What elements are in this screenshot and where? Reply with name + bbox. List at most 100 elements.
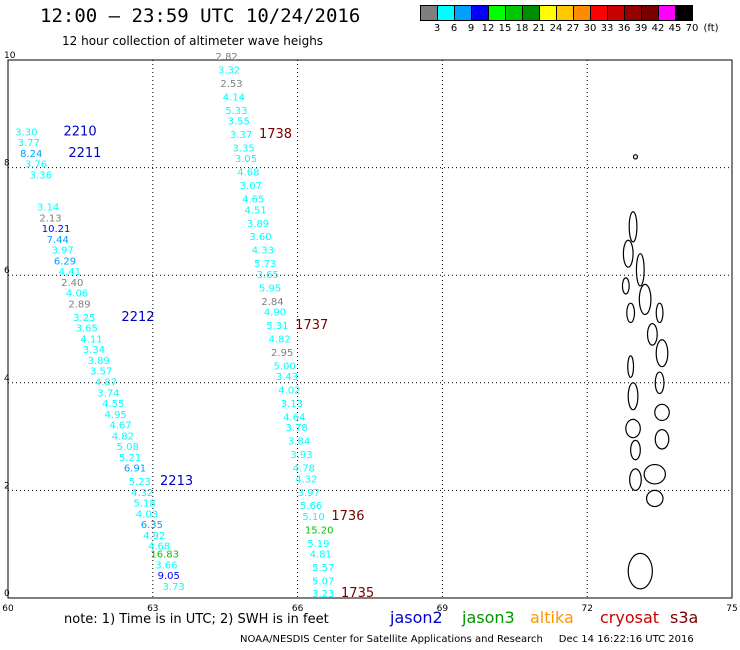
- legend-swatch-3: [420, 5, 437, 21]
- wave-height-label: 2.40: [61, 278, 83, 289]
- wave-height-label: 5.08: [117, 442, 139, 453]
- map-title: 12:00 – 23:59 UTC 10/24/2016: [40, 5, 361, 27]
- legend-label-33: 33: [600, 23, 614, 34]
- wave-height-label: 4.41: [59, 267, 81, 278]
- wave-height-label: 7.44: [47, 235, 69, 246]
- island-outline: [643, 463, 666, 485]
- wave-height-label: 3.93: [290, 450, 312, 461]
- wave-height-label: 5.33: [225, 106, 247, 117]
- legend-label-6: 6: [450, 23, 458, 34]
- wave-height-label: 4.32: [131, 488, 153, 499]
- wave-height-label: 4.92: [143, 531, 165, 542]
- wave-height-label: 3.78: [286, 423, 308, 434]
- footer-note: note: 1) Time is in UTC; 2) SWH is in fe…: [64, 612, 329, 627]
- wave-height-label: 3.76: [25, 160, 47, 171]
- wave-height-label: 4.95: [105, 410, 127, 421]
- island-outline: [630, 439, 641, 461]
- wave-height-label: 6.35: [141, 520, 163, 531]
- wave-height-label: 3.77: [18, 138, 40, 149]
- legend-label-70: 70: [685, 23, 699, 34]
- wave-height-label: 3.66: [155, 560, 177, 571]
- wave-height-label: 6.91: [124, 464, 146, 475]
- wave-height-label: 3.97: [51, 246, 73, 257]
- wave-height-label: 5.73: [254, 259, 276, 270]
- island-outline: [625, 418, 641, 439]
- legend-swatch-39: [624, 5, 641, 21]
- pass-time-label: 2211: [68, 146, 101, 161]
- legend-label-21: 21: [532, 23, 546, 34]
- legend-unit: (ft): [703, 23, 719, 34]
- pass-time-label: 1738: [259, 127, 292, 142]
- wave-height-label: 3.65: [257, 270, 279, 281]
- legend-swatch-27: [556, 5, 573, 21]
- wave-height-label: 4.82: [269, 334, 291, 345]
- wave-height-label: 4.87: [95, 377, 117, 388]
- wave-height-label: 3.32: [218, 65, 240, 76]
- island-outline: [622, 239, 634, 268]
- wave-height-label: 3.05: [235, 154, 257, 165]
- footer-credit: NOAA/NESDIS Center for Satellite Applica…: [240, 634, 694, 645]
- wave-height-label: 5.19: [307, 539, 329, 550]
- island-outline: [655, 302, 664, 324]
- wave-height-label: 8.24: [20, 149, 42, 160]
- wave-height-label: 3.74: [97, 388, 119, 399]
- legend-label-30: 30: [583, 23, 597, 34]
- wave-height-label: 4.11: [80, 334, 102, 345]
- legend-swatch-9: [454, 5, 471, 21]
- wave-height-label: 2.82: [216, 52, 238, 63]
- wave-height-label: 4.90: [264, 308, 286, 319]
- x-tick-label: 69: [437, 604, 449, 614]
- credit-text: NOAA/NESDIS Center for Satellite Applica…: [240, 634, 543, 645]
- legend-label-45: 45: [668, 23, 682, 34]
- wave-height-label: 2.53: [220, 79, 242, 90]
- wave-height-label: 4.02: [278, 386, 300, 397]
- legend-swatch-70: [675, 5, 693, 21]
- wave-height-label: 4.06: [66, 289, 88, 300]
- legend-swatch-18: [505, 5, 522, 21]
- legend-label-9: 9: [467, 23, 475, 34]
- legend-label-15: 15: [498, 23, 512, 34]
- wave-height-label: 4.81: [310, 550, 332, 561]
- timestamp-text: Dec 14 16:22:16 UTC 2016: [558, 634, 694, 645]
- legend-swatch-36: [607, 5, 624, 21]
- island-outline: [654, 371, 665, 395]
- wave-height-label: 9.05: [158, 571, 180, 582]
- island-outline: [627, 355, 635, 379]
- wave-height-label: 3.35: [232, 143, 254, 154]
- wave-height-label: 2.13: [39, 213, 61, 224]
- legend-label-36: 36: [617, 23, 631, 34]
- island-outline: [654, 429, 670, 450]
- wave-height-label: 3.65: [76, 324, 98, 335]
- pass-time-label: 1735: [341, 586, 374, 601]
- wave-height-label: 4.82: [112, 431, 134, 442]
- wave-height-label: 3.89: [88, 356, 110, 367]
- wave-height-label: 5.07: [312, 577, 334, 588]
- satellite-altika: altika: [530, 608, 574, 627]
- map-frame: [7, 59, 733, 599]
- wave-height-label: 5.57: [312, 563, 334, 574]
- wave-height-label: 3.55: [228, 117, 250, 128]
- island-outline: [646, 323, 658, 346]
- wave-height-label: 3.60: [249, 232, 271, 243]
- legend-swatch-45: [658, 5, 675, 21]
- y-tick-label: 4: [4, 374, 10, 384]
- wave-height-label: 4.78: [293, 464, 315, 475]
- wave-height-label: 6.29: [54, 256, 76, 267]
- wave-height-label: 5.66: [300, 501, 322, 512]
- island-outline: [635, 253, 645, 287]
- satellite-jason2: jason2: [390, 608, 443, 627]
- wave-height-label: 3.97: [298, 488, 320, 499]
- wave-height-label: 16.83: [150, 550, 179, 561]
- legend-label-3: 3: [433, 23, 441, 34]
- wave-height-label: 3.73: [162, 582, 184, 593]
- map-subtitle: 12 hour collection of altimeter wave hei…: [62, 34, 324, 48]
- wave-height-label: 4.68: [237, 168, 259, 179]
- wave-height-label: 3.23: [312, 589, 334, 600]
- y-tick-label: 0: [4, 589, 10, 599]
- island-outline: [629, 468, 642, 492]
- legend-swatches: [420, 5, 693, 21]
- legend-swatch-30: [573, 5, 590, 21]
- wave-height-label: 5.21: [119, 453, 141, 464]
- wave-height-label: 4.03: [136, 509, 158, 520]
- wave-height-label: 5.31: [266, 321, 288, 332]
